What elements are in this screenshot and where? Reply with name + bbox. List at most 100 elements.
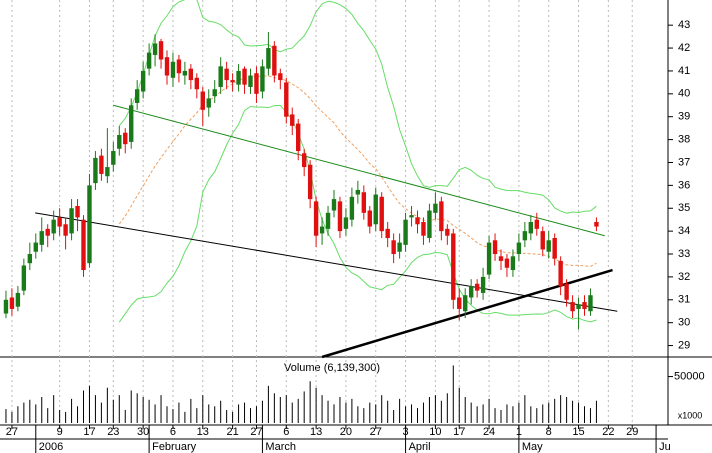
candle-body <box>176 59 182 74</box>
candle-body <box>75 205 80 218</box>
month-label: 2006 <box>39 441 63 453</box>
x-tick-label: 29 <box>626 426 638 438</box>
candle-body <box>516 242 522 255</box>
candle-body <box>498 256 504 261</box>
candle-body <box>343 217 349 229</box>
candle-body <box>260 66 265 92</box>
x-tick-label: 6 <box>283 426 289 438</box>
candle-body <box>45 228 50 236</box>
candle-body <box>188 68 194 81</box>
candle-body <box>212 89 217 97</box>
candle-body <box>337 201 343 232</box>
candle-body <box>307 164 313 200</box>
candle-body <box>290 114 295 126</box>
candle-body <box>313 201 319 236</box>
trendline <box>321 268 613 359</box>
candle-body <box>522 231 528 241</box>
y-tick-label: 41 <box>678 65 690 77</box>
candle-body <box>349 196 355 220</box>
candle-body <box>129 105 134 142</box>
candle-body <box>486 242 492 275</box>
candle-body <box>534 219 539 229</box>
volume-unit: x1000 <box>678 410 703 420</box>
candle-body <box>200 91 205 110</box>
x-tick-label: 27 <box>370 426 382 438</box>
month-label: May <box>522 441 543 453</box>
candle-body <box>87 185 92 264</box>
x-tick-label: 24 <box>483 426 495 438</box>
candle-body <box>510 256 516 271</box>
candle-body <box>278 73 283 81</box>
candle-body <box>474 283 480 291</box>
volume-tick-label: 50000 <box>674 370 705 382</box>
y-tick-label: 39 <box>678 111 690 123</box>
candle-body <box>230 80 235 83</box>
candle-body <box>182 70 188 76</box>
trendline <box>35 212 618 312</box>
x-tick-label: 15 <box>572 426 584 438</box>
candle-body <box>319 226 325 234</box>
candle-body <box>528 221 534 234</box>
candle-body <box>576 304 581 309</box>
candle-body <box>552 238 557 259</box>
candle-body <box>570 302 575 312</box>
candle-body <box>218 66 223 87</box>
candle-body <box>301 153 307 168</box>
candle-body <box>140 70 146 92</box>
candle-body <box>433 203 438 213</box>
y-tick-label: 36 <box>678 179 690 191</box>
candle-body <box>152 43 158 55</box>
candle-body <box>409 215 414 218</box>
month-label: March <box>265 441 296 453</box>
x-tick-label: 8 <box>546 426 552 438</box>
y-tick-label: 32 <box>678 271 690 283</box>
candle-body <box>69 208 74 234</box>
candle-body <box>355 189 361 195</box>
candle-body <box>385 228 390 238</box>
candle-body <box>93 157 98 184</box>
y-tick-label: 33 <box>678 248 690 260</box>
candle-body <box>194 77 200 90</box>
volume-title: Volume (6,139,300) <box>284 362 380 374</box>
candle-body <box>325 212 331 229</box>
candle-body <box>81 219 86 271</box>
candle-body <box>254 73 259 94</box>
candle-body <box>39 231 44 245</box>
y-tick-label: 42 <box>678 42 690 54</box>
month-label: Ju <box>659 441 671 453</box>
x-tick-label: 23 <box>107 426 119 438</box>
candle-body <box>164 57 170 76</box>
candle-body <box>134 89 140 103</box>
y-tick-label: 38 <box>678 134 690 146</box>
x-tick-label: 22 <box>602 426 614 438</box>
y-tick-label: 30 <box>678 317 690 329</box>
candle-body <box>123 132 128 145</box>
candle-body <box>9 297 15 309</box>
candle-body <box>492 240 498 255</box>
candle-body <box>206 98 211 108</box>
candle-body <box>451 233 456 300</box>
candle-body <box>540 231 545 250</box>
candle-body <box>15 292 21 307</box>
x-tick-label: 20 <box>340 426 352 438</box>
candle-body <box>558 260 563 287</box>
x-tick-label: 21 <box>226 426 238 438</box>
candle-body <box>99 155 104 174</box>
candle-body <box>463 295 468 312</box>
x-tick-label: 30 <box>137 426 149 438</box>
candle-body <box>504 258 510 268</box>
candle-body <box>480 276 486 293</box>
candle-body <box>331 199 337 211</box>
month-label: April <box>409 441 431 453</box>
candle-body <box>296 123 301 152</box>
bollinger-upper <box>118 0 597 214</box>
candle-body <box>582 302 587 309</box>
x-tick-label: 10 <box>429 426 441 438</box>
y-tick-label: 31 <box>678 294 690 306</box>
candle-body <box>224 68 229 81</box>
month-label: February <box>152 441 197 453</box>
x-tick-label: 27 <box>6 426 18 438</box>
x-tick-label: 17 <box>453 426 465 438</box>
